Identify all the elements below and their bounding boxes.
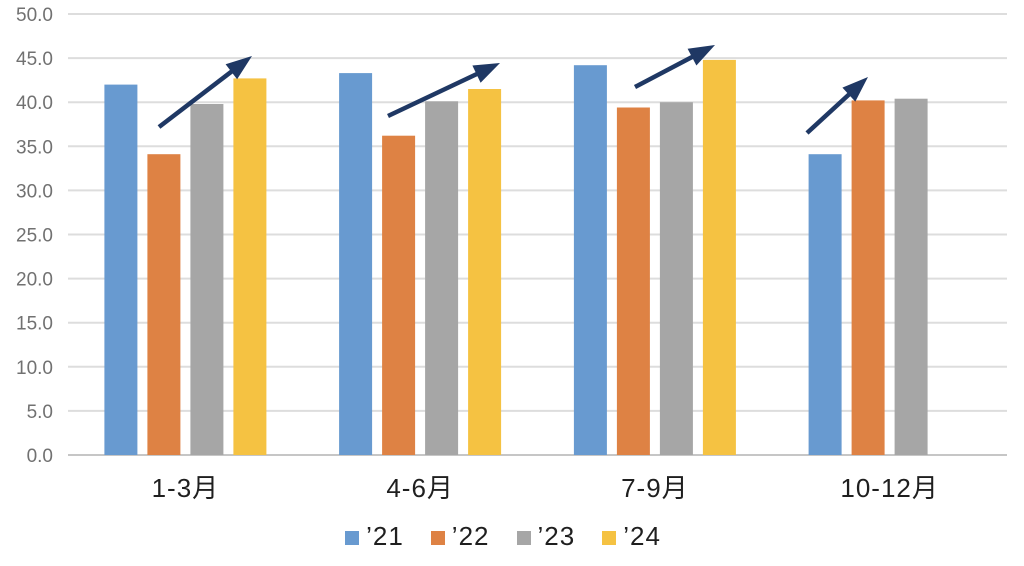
legend-item-23: ’23 bbox=[516, 521, 576, 551]
y-tick-label: 5.0 bbox=[27, 402, 53, 423]
chart-legend: ’21 ’22 ’23 ’24 bbox=[0, 523, 1006, 549]
y-tick-label: 30.0 bbox=[16, 181, 53, 202]
bar-23-10-12月 bbox=[894, 98, 928, 455]
x-category-label: 1-3月 bbox=[152, 473, 220, 503]
y-tick-label: 20.0 bbox=[16, 270, 53, 291]
bar-24-1-3月 bbox=[233, 78, 267, 456]
legend-label: ’23 bbox=[537, 521, 576, 551]
trend-arrow-head bbox=[225, 56, 252, 80]
x-category-label: 7-9月 bbox=[621, 473, 689, 503]
trend-arrow-line bbox=[633, 52, 699, 89]
trend-arrow-line bbox=[157, 66, 238, 129]
trend-arrow bbox=[387, 63, 500, 119]
legend-item-21: ’21 bbox=[345, 523, 404, 549]
y-tick-label: 10.0 bbox=[16, 358, 53, 379]
trend-arrow-line bbox=[805, 88, 855, 135]
bar-23-1-3月 bbox=[190, 104, 224, 455]
trend-arrow bbox=[157, 56, 252, 129]
trend-arrows bbox=[157, 45, 868, 135]
bar-22-1-3月 bbox=[147, 154, 181, 455]
legend-marker-icon bbox=[430, 530, 445, 545]
x-category-label: 4-6月 bbox=[386, 473, 454, 503]
legend-marker-icon bbox=[602, 530, 617, 545]
bar-23-7-9月 bbox=[659, 102, 693, 455]
bar-series bbox=[104, 59, 928, 456]
bar-21-4-6月 bbox=[339, 73, 373, 455]
y-axis-tick-labels: 0.0 5.0 10.0 15.0 20.0 25.0 30.0 35.0 40.0 45.0 50… bbox=[16, 5, 53, 467]
x-category-label: 10-12月 bbox=[840, 473, 939, 503]
bar-22-7-9月 bbox=[616, 107, 650, 455]
legend-label: ’24 bbox=[623, 521, 661, 551]
legend-label: ’21 bbox=[366, 521, 404, 551]
bar-21-10-12月 bbox=[808, 154, 842, 455]
trend-arrow-line bbox=[387, 69, 483, 119]
bar-21-1-3月 bbox=[104, 84, 138, 455]
y-tick-label: 0.0 bbox=[27, 446, 53, 467]
bar-21-7-9月 bbox=[573, 65, 607, 455]
legend-label: ’22 bbox=[451, 521, 490, 551]
bar-24-7-9月 bbox=[702, 59, 736, 456]
legend-item-22: ’22 bbox=[430, 521, 490, 551]
gridlines bbox=[68, 13, 1007, 456]
trend-arrow bbox=[805, 77, 868, 135]
trend-arrow-head bbox=[472, 63, 500, 83]
bar-22-10-12月 bbox=[851, 100, 885, 456]
trend-arrow bbox=[633, 45, 715, 89]
y-tick-label: 35.0 bbox=[16, 137, 53, 158]
bar-24-4-6月 bbox=[468, 89, 502, 455]
legend-marker-icon bbox=[345, 530, 360, 545]
trend-arrow-head bbox=[687, 45, 715, 66]
legend-marker-icon bbox=[516, 530, 531, 545]
bar-22-4-6月 bbox=[382, 135, 416, 455]
y-tick-label: 45.0 bbox=[16, 49, 53, 70]
trend-arrow-head bbox=[842, 77, 868, 102]
y-tick-label: 40.0 bbox=[16, 93, 53, 114]
legend-item-24: ’24 bbox=[602, 523, 661, 549]
y-tick-label: 15.0 bbox=[16, 314, 53, 335]
bar-23-4-6月 bbox=[425, 101, 459, 456]
y-tick-label: 50.0 bbox=[16, 5, 53, 26]
y-tick-label: 25.0 bbox=[16, 226, 53, 247]
